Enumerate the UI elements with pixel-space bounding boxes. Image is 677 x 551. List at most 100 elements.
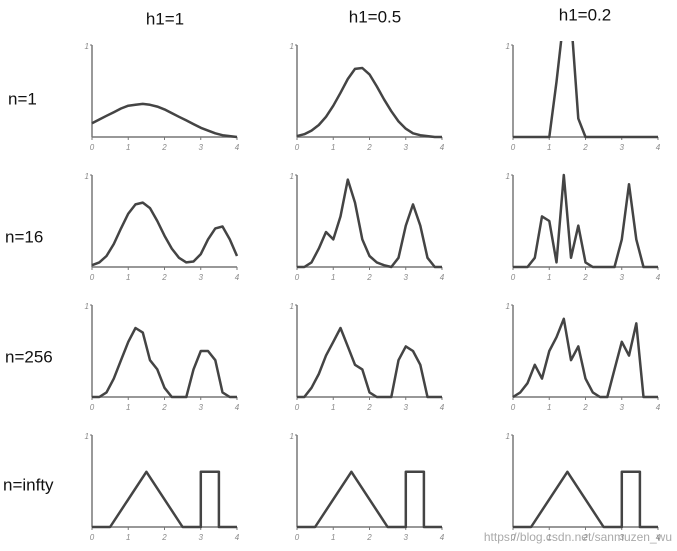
panel: 0 1 2 3 4 1 [85,42,240,152]
row-label: n=256 [5,347,53,366]
x-tick-label: 4 [235,143,240,152]
density-curve [92,470,237,529]
x-tick-label: 2 [582,273,588,282]
x-tick-label: 4 [656,273,661,282]
x-tick-label: 1 [126,533,130,542]
x-tick-label: 0 [511,143,516,152]
x-tick-label: 4 [656,143,661,152]
x-tick-label: 0 [90,533,95,542]
x-tick-label: 3 [404,273,409,282]
x-tick-label: 3 [404,143,409,152]
y-tick-label: 1 [290,172,294,181]
panel: 0 1 2 3 4 1 [290,172,445,282]
density-curve [513,470,658,529]
x-tick-label: 0 [295,533,300,542]
density-curve [92,326,237,399]
x-tick-label: 0 [90,403,95,412]
x-tick-label: 4 [235,403,240,412]
panel: 0 1 2 3 4 1 [506,302,661,412]
y-tick-label: 1 [290,432,294,441]
x-tick-label: 2 [161,533,167,542]
x-tick-label: 2 [366,533,372,542]
panel: 0 1 2 3 4 1 [290,432,445,542]
row-label: n=1 [8,89,37,108]
y-tick-label: 1 [85,172,89,181]
panel: 0 1 2 3 4 1 [290,302,445,412]
panel: 0 1 2 3 4 1 [85,172,240,282]
x-tick-label: 3 [199,403,204,412]
x-tick-label: 3 [404,403,409,412]
x-tick-label: 4 [656,533,661,542]
x-tick-label: 3 [620,273,625,282]
x-tick-label: 3 [199,273,204,282]
x-tick-label: 1 [331,273,335,282]
x-tick-label: 0 [90,273,95,282]
x-tick-label: 3 [199,143,204,152]
density-curve [513,41,658,139]
panel: 0 1 2 3 4 1 [85,432,240,542]
y-tick-label: 1 [85,302,89,311]
x-tick-label: 3 [620,143,625,152]
x-tick-label: 2 [161,273,167,282]
y-tick-label: 1 [506,432,510,441]
x-tick-label: 3 [199,533,204,542]
x-tick-label: 4 [235,273,240,282]
density-curve [297,178,442,269]
x-tick-label: 3 [404,533,409,542]
y-tick-label: 1 [290,302,294,311]
x-tick-label: 0 [511,533,516,542]
panel: 0 1 2 3 4 1 [506,432,661,542]
density-curve [91,201,239,267]
column-title: h1=0.5 [349,7,401,26]
y-tick-label: 1 [506,172,510,181]
panel: 0 1 2 3 4 1 [290,42,445,152]
x-tick-label: 2 [161,403,167,412]
row-label: n=16 [5,227,43,246]
x-tick-label: 1 [126,143,130,152]
density-curve [512,317,658,399]
density-curve [296,66,442,139]
column-title: h1=1 [146,9,184,28]
x-tick-label: 1 [547,143,551,152]
panel: 0 1 2 3 4 1 [506,172,661,282]
x-tick-label: 2 [582,403,588,412]
x-tick-label: 1 [126,273,130,282]
x-tick-label: 4 [656,403,661,412]
panel: 0 1 2 3 4 1 [506,41,661,152]
density-curve [297,470,442,529]
x-tick-label: 1 [331,143,335,152]
x-tick-label: 2 [582,533,588,542]
y-tick-label: 1 [506,42,510,51]
x-tick-label: 3 [620,403,625,412]
x-tick-label: 2 [582,143,588,152]
x-tick-label: 4 [440,143,445,152]
x-tick-label: 2 [366,143,372,152]
x-tick-label: 3 [620,533,625,542]
x-tick-label: 0 [511,273,516,282]
x-tick-label: 1 [547,403,551,412]
watermark: https://blog.csdn.net/sanmuzen_wu [484,530,672,544]
x-tick-label: 1 [126,403,130,412]
x-tick-label: 1 [547,533,551,542]
x-tick-label: 2 [366,273,372,282]
density-curve [513,173,658,269]
y-tick-label: 1 [85,42,89,51]
x-tick-label: 1 [331,403,335,412]
x-tick-label: 0 [90,143,95,152]
x-tick-label: 4 [440,403,445,412]
y-tick-label: 1 [85,432,89,441]
x-tick-label: 2 [161,143,167,152]
x-tick-label: 1 [547,273,551,282]
x-tick-label: 0 [295,143,300,152]
y-tick-label: 1 [290,42,294,51]
x-tick-label: 4 [440,533,445,542]
x-tick-label: 2 [366,403,372,412]
density-curve [297,326,442,399]
x-tick-label: 1 [331,533,335,542]
panel: 0 1 2 3 4 1 [85,302,240,412]
column-title: h1=0.2 [559,5,611,24]
x-tick-label: 4 [440,273,445,282]
row-label: n=infty [3,475,54,494]
y-tick-label: 1 [506,302,510,311]
